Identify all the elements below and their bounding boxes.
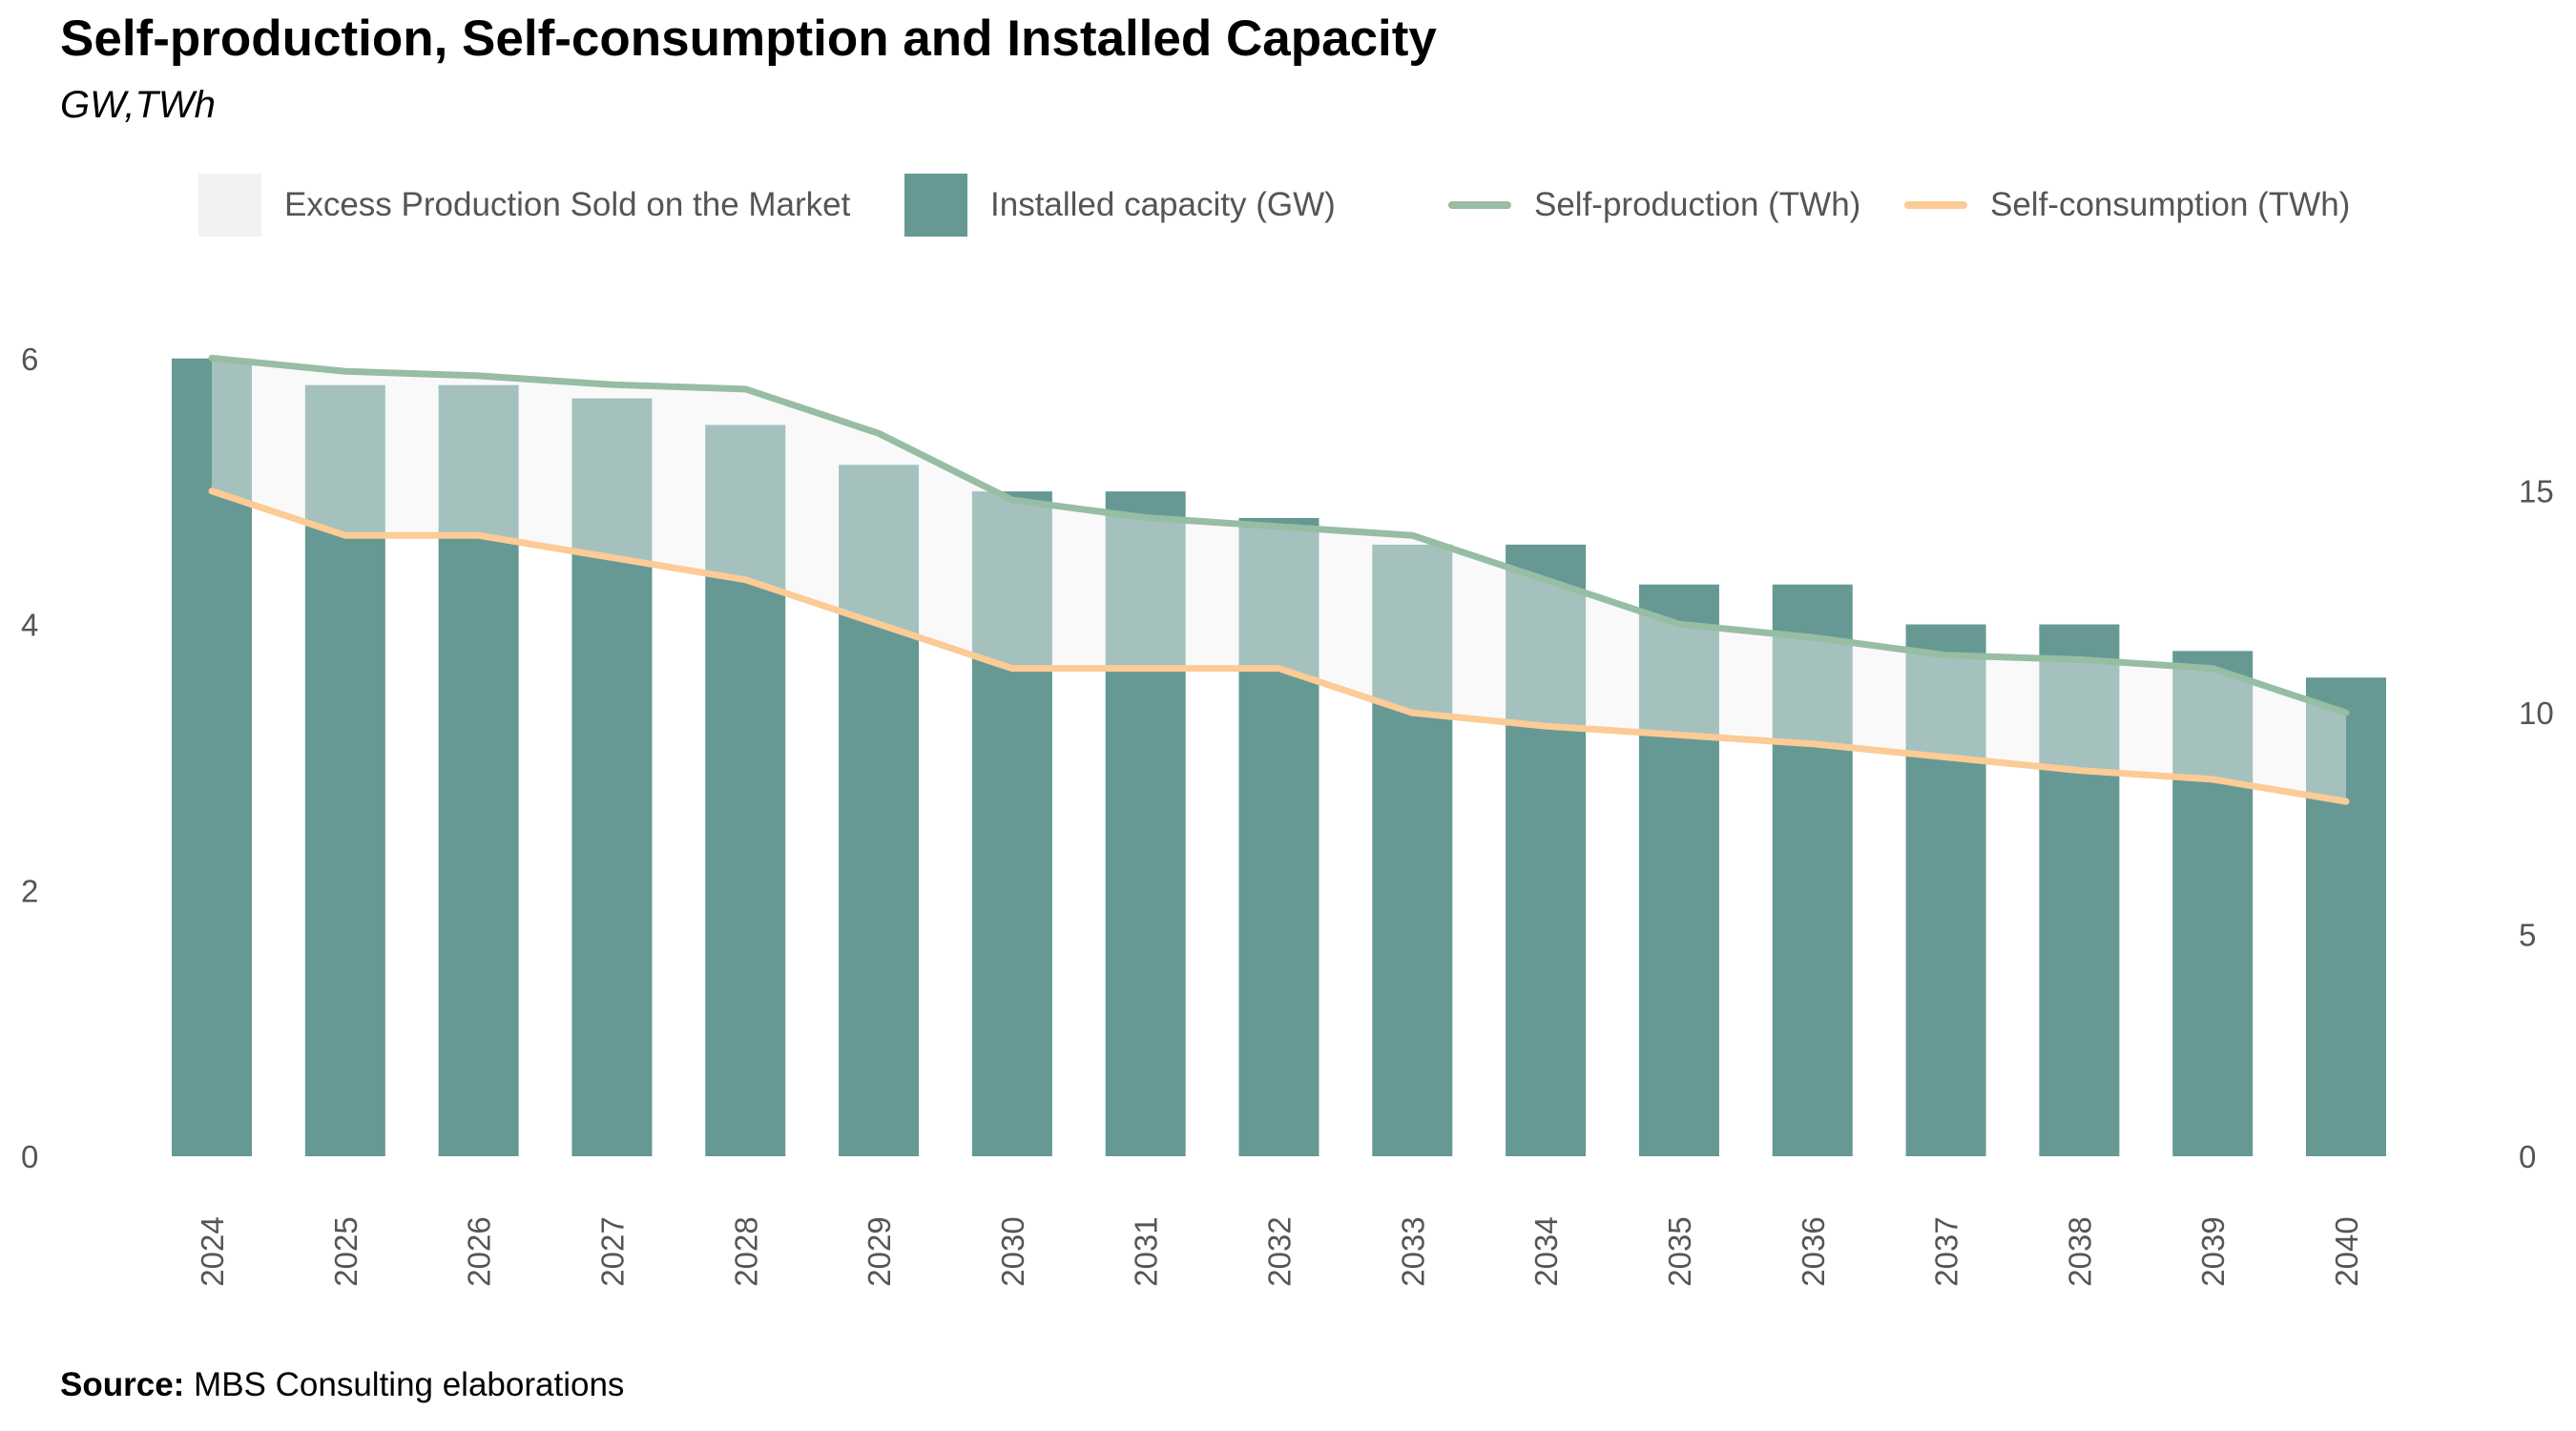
legend-item-self-consumption: Self-consumption (TWh) <box>1904 172 2350 238</box>
bar-installed-2040 <box>2306 677 2386 1156</box>
x-tick-label-2024: 2024 <box>195 1216 230 1286</box>
bar-installed-2026 <box>438 384 519 1156</box>
x-tick-label-2025: 2025 <box>328 1216 364 1286</box>
source-label: Source: <box>60 1366 185 1403</box>
x-tick-label-2036: 2036 <box>1796 1216 1831 1286</box>
x-tick-label-2031: 2031 <box>1129 1216 1164 1286</box>
legend-item-self-production: Self-production (TWh) <box>1448 172 1860 238</box>
x-tick-label-2028: 2028 <box>728 1216 763 1286</box>
chart-legend: Excess Production Sold on the Market Ins… <box>0 172 2576 248</box>
x-tick-label-2040: 2040 <box>2329 1216 2364 1286</box>
y-left-tick-label: 0 <box>21 1139 38 1174</box>
source-text: MBS Consulting elaborations <box>194 1366 625 1403</box>
y-left-tick-label: 6 <box>21 342 38 377</box>
legend-item-excess: Excess Production Sold on the Market <box>198 172 850 238</box>
x-tick-label-2030: 2030 <box>995 1216 1030 1286</box>
legend-swatch-self-consumption <box>1904 201 1967 209</box>
y-left-tick-label: 2 <box>21 873 38 908</box>
line-self-production <box>208 354 2350 716</box>
bar-installed-2034 <box>1506 544 1587 1156</box>
legend-swatch-self-production <box>1448 201 1511 209</box>
bar-installed-2039 <box>2172 651 2254 1156</box>
bar-installed-2027 <box>571 398 653 1156</box>
source-note: Source: MBS Consulting elaborations <box>60 1366 624 1404</box>
bar-installed-2029 <box>839 465 920 1156</box>
x-tick-label-2032: 2032 <box>1262 1216 1298 1286</box>
bar-installed-2031 <box>1105 491 1186 1156</box>
bar-installed-2035 <box>1638 584 1719 1156</box>
legend-swatch-installed <box>904 174 967 237</box>
x-tick-label-2038: 2038 <box>2062 1216 2097 1286</box>
legend-label-self-consumption: Self-consumption (TWh) <box>1990 186 2351 223</box>
x-tick-label-2034: 2034 <box>1528 1216 1564 1286</box>
y-right-tick-label: 5 <box>2519 918 2536 953</box>
legend-item-installed: Installed capacity (GW) <box>904 172 1336 238</box>
bar-installed-2030 <box>971 491 1052 1156</box>
area-excess-production <box>212 358 2346 802</box>
legend-label-installed: Installed capacity (GW) <box>990 186 1336 223</box>
line-self-consumption <box>208 487 2350 805</box>
legend-swatch-excess <box>198 174 261 237</box>
x-tick-label-2026: 2026 <box>462 1216 497 1286</box>
x-tick-label-2035: 2035 <box>1662 1216 1697 1286</box>
legend-label-excess: Excess Production Sold on the Market <box>284 186 851 223</box>
x-tick-label-2039: 2039 <box>2195 1216 2231 1286</box>
bar-installed-2038 <box>2039 624 2120 1156</box>
bar-installed-2033 <box>1372 544 1453 1156</box>
bar-installed-2025 <box>304 384 385 1156</box>
bar-installed-2028 <box>705 425 786 1156</box>
x-tick-label-2029: 2029 <box>862 1216 897 1286</box>
x-tick-label-2037: 2037 <box>1929 1216 1964 1286</box>
x-tick-label-2027: 2027 <box>594 1216 630 1286</box>
y-right-tick-label: 10 <box>2519 695 2554 731</box>
bar-installed-2036 <box>1772 584 1853 1156</box>
bar-installed-2032 <box>1238 518 1319 1156</box>
y-left-tick-label: 4 <box>21 608 38 643</box>
chart-title: Self-production, Self-consumption and In… <box>60 10 1437 67</box>
y-right-tick-label: 0 <box>2519 1139 2536 1174</box>
y-right-tick-label: 15 <box>2519 474 2554 509</box>
legend-label-self-production: Self-production (TWh) <box>1534 186 1861 223</box>
chart-subtitle: GW,TWh <box>60 84 216 126</box>
bar-installed-2037 <box>1905 624 1986 1156</box>
x-tick-label-2033: 2033 <box>1395 1216 1430 1286</box>
